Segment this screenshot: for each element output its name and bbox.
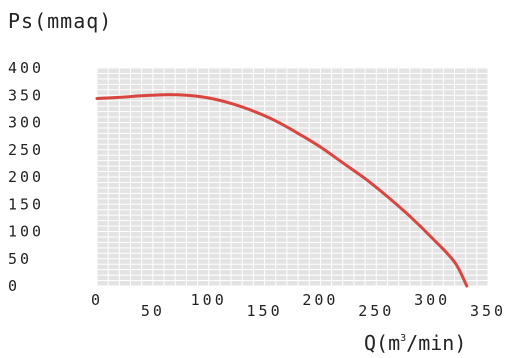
x-tick-label: 200 (302, 291, 338, 309)
y-axis-ticks: 400 350 300 250 200 150 100 50 0 (8, 59, 44, 295)
y-tick-label: 200 (8, 168, 44, 186)
y-tick-label: 300 (8, 114, 44, 132)
x-axis-label-main: Q(m (364, 331, 400, 355)
x-tick-label: 0 (91, 291, 103, 309)
x-tick-label: 150 (247, 302, 283, 320)
y-tick-label: 0 (8, 277, 20, 295)
series-group (95, 93, 469, 288)
y-tick-label: 100 (8, 223, 44, 241)
y-axis-label: Ps(mmaq) (8, 9, 112, 33)
y-tick-label: 50 (8, 250, 32, 268)
y-tick-label: 350 (8, 86, 44, 104)
x-axis-ticks: 0 50 100 150 200 250 300 350 (91, 291, 506, 320)
x-tick-label: 350 (470, 302, 506, 320)
series-line (95, 93, 469, 288)
x-axis-label-superscript: 3 (400, 333, 406, 344)
x-tick-label: 300 (414, 291, 450, 309)
x-tick-label: 50 (141, 302, 165, 320)
x-axis-label-tail: /min) (406, 331, 466, 355)
y-tick-label: 400 (8, 59, 44, 77)
y-tick-label: 250 (8, 141, 44, 159)
y-tick-label: 150 (8, 195, 44, 213)
grid (96, 67, 489, 287)
x-axis-label: Q(m3/min) (364, 331, 466, 355)
x-tick-label: 250 (358, 302, 394, 320)
x-tick-label: 100 (191, 291, 227, 309)
